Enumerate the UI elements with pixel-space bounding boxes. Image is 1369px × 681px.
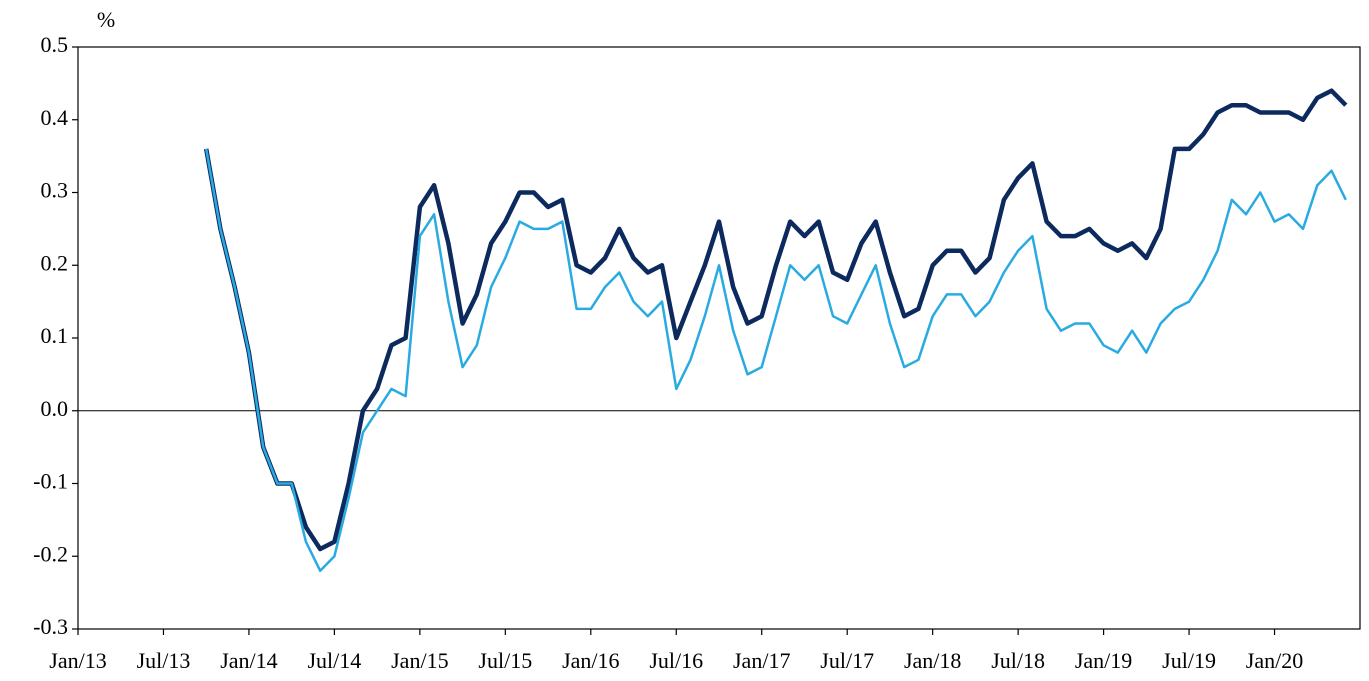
x-tick-label: Jan/20 xyxy=(1246,648,1303,673)
y-axis-label: % xyxy=(97,7,115,32)
x-tick-label: Jan/16 xyxy=(562,648,619,673)
x-tick-label: Jul/19 xyxy=(1162,648,1216,673)
plot-frame xyxy=(77,46,1361,630)
x-tick-label: Jul/18 xyxy=(991,648,1045,673)
y-tick-label: 0.5 xyxy=(41,32,69,57)
y-tick-label: 0.3 xyxy=(41,178,69,203)
y-tick-label: 0.2 xyxy=(41,250,69,275)
x-tick-label: Jul/13 xyxy=(137,648,191,673)
x-tick-label: Jan/19 xyxy=(1075,648,1132,673)
x-tick-label: Jul/16 xyxy=(649,648,703,673)
x-tick-label: Jul/14 xyxy=(308,648,362,673)
x-tick-label: Jan/14 xyxy=(220,648,277,673)
x-tick-label: Jul/17 xyxy=(820,648,874,673)
x-tick-label: Jul/15 xyxy=(478,648,532,673)
series-line xyxy=(203,88,1348,552)
series-line xyxy=(204,148,1347,573)
y-tick-label: -0.3 xyxy=(33,614,68,639)
y-tick-label: 0.0 xyxy=(41,396,69,421)
y-tick-label: 0.4 xyxy=(41,105,69,130)
y-tick-label: -0.1 xyxy=(33,469,68,494)
x-tick-label: Jan/17 xyxy=(733,648,790,673)
y-tick-label: 0.1 xyxy=(41,323,69,348)
x-tick-label: Jan/18 xyxy=(904,648,961,673)
x-tick-label: Jan/15 xyxy=(391,648,448,673)
x-tick-label: Jan/13 xyxy=(49,648,106,673)
y-tick-label: -0.2 xyxy=(33,541,68,566)
